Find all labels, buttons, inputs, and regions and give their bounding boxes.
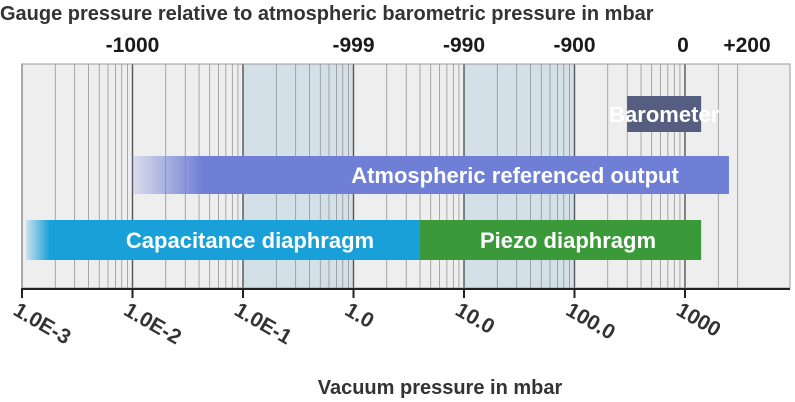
band-label-atmospheric-referenced-output: Atmospheric referenced output: [351, 163, 679, 188]
band-label-barometer: Barometer: [609, 102, 719, 127]
top-tick-label: 0: [677, 34, 689, 57]
bottom-tick-label: 1.0E-3: [10, 298, 75, 349]
chart-title: Gauge pressure relative to atmospheric b…: [0, 3, 654, 25]
axes: [21, 288, 790, 298]
band-label-capacitance-diaphragm: Capacitance diaphragm: [126, 228, 374, 253]
bottom-tick-label: 1.0E-1: [231, 298, 296, 349]
top-tick-label: -999: [332, 34, 374, 57]
band-barometer: [627, 96, 702, 132]
bottom-tick-label: 1.0E-2: [120, 298, 185, 349]
band-label-piezo-diaphragm: Piezo diaphragm: [480, 228, 656, 253]
band-piezo-diaphragm: [420, 220, 702, 260]
x-axis-title: Vacuum pressure in mbar: [318, 377, 563, 399]
bottom-tick-label: 1000: [673, 298, 725, 341]
top-tick-label: +200: [723, 34, 770, 57]
band-capacitance-diaphragm: [26, 220, 421, 260]
top-tick-label: -990: [443, 34, 485, 57]
top-tick-label: -1000: [106, 34, 160, 57]
bottom-tick-label: 100.0: [562, 298, 619, 344]
bottom-tick-label: 10.0: [452, 298, 499, 338]
range-bands: Barometer Atmospheric referenced output Ca…: [26, 96, 729, 260]
band-atmospheric-referenced-output: [132, 156, 729, 194]
bottom-tick-label: 1.0: [341, 298, 378, 333]
top-tick-label: -900: [553, 34, 595, 57]
